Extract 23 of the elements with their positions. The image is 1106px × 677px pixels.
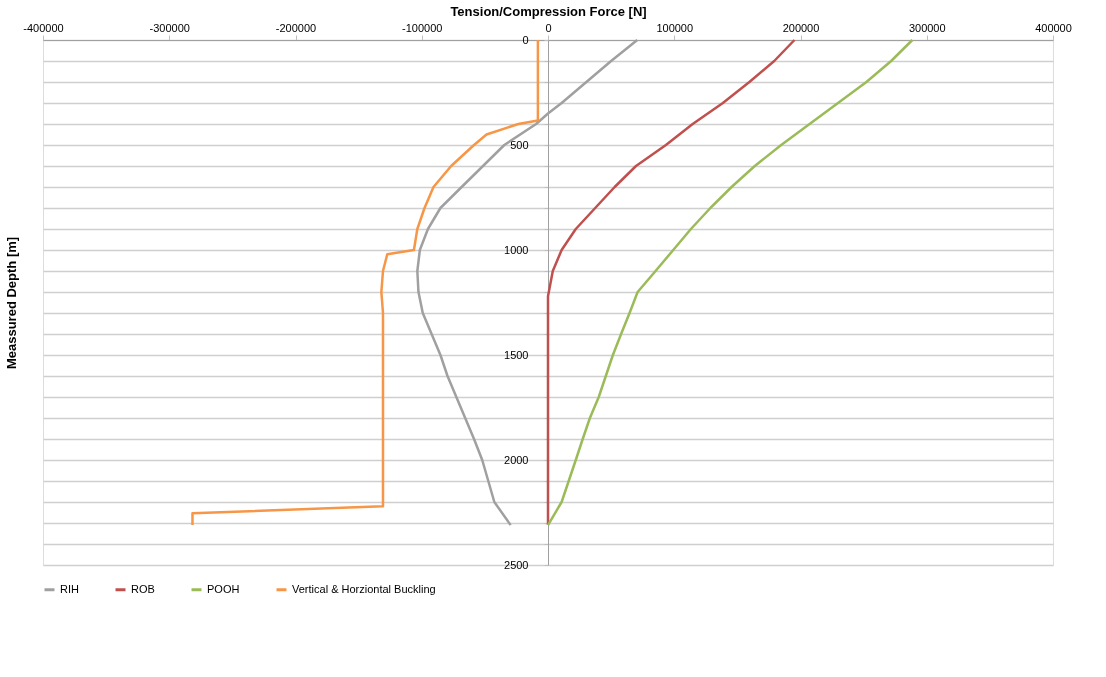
y-tick-label: 1000 bbox=[504, 243, 529, 256]
x-tick-label: 200000 bbox=[782, 21, 820, 34]
line-series bbox=[191, 38, 540, 527]
x-tick-label: -300000 bbox=[149, 21, 190, 34]
y-tick-label: 2500 bbox=[504, 558, 529, 571]
legend-label: Vertical & Horziontal Buckling bbox=[292, 582, 436, 595]
legend-label: ROB bbox=[131, 582, 155, 595]
y-tick-label: 0 bbox=[522, 33, 529, 46]
x-tick-label: -400000 bbox=[23, 21, 64, 34]
x-axis-title: Tension/Compression Force [N] bbox=[450, 3, 647, 19]
line-series bbox=[546, 38, 914, 527]
y-tick-label: 500 bbox=[510, 138, 529, 151]
y-axis-title: Meassured Depth [m] bbox=[3, 236, 19, 370]
x-tick-label: -100000 bbox=[402, 21, 443, 34]
x-tick-label: -200000 bbox=[275, 21, 317, 34]
y-tick-label: 2000 bbox=[504, 453, 529, 466]
x-tick-label: 100000 bbox=[656, 21, 694, 34]
x-tick-label: 400000 bbox=[1035, 21, 1072, 34]
x-tick-label: 0 bbox=[545, 21, 552, 34]
legend-label: RIH bbox=[60, 582, 79, 595]
legend-label: POOH bbox=[207, 582, 240, 595]
x-tick-label: 300000 bbox=[908, 21, 946, 34]
y-tick-label: 1500 bbox=[504, 348, 529, 361]
